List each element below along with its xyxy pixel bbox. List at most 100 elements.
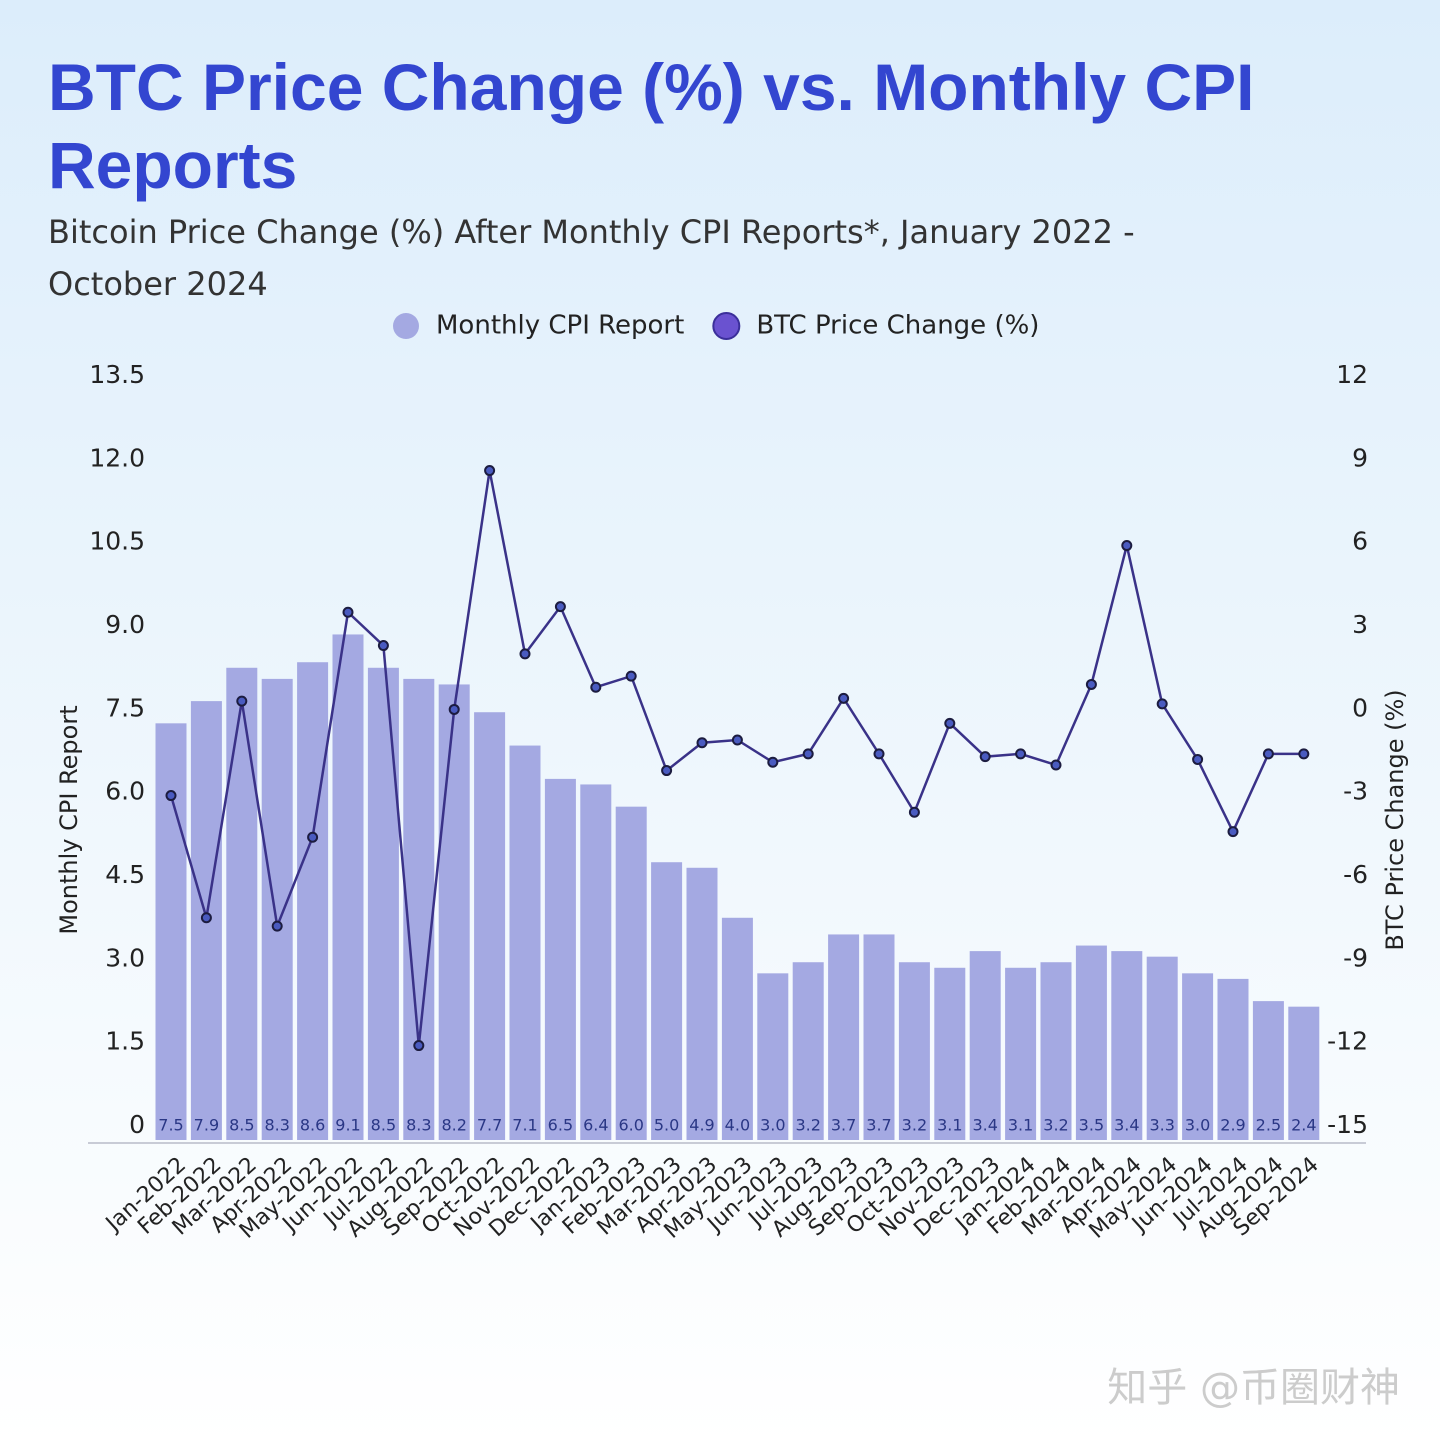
y-tick-label: 13.5 bbox=[89, 360, 145, 389]
y2-tick-label: -6 bbox=[1343, 860, 1368, 889]
bar bbox=[226, 667, 258, 1140]
y-tick-label: 10.5 bbox=[89, 527, 145, 556]
value-label: 7.9 bbox=[194, 1116, 219, 1135]
point bbox=[731, 734, 743, 746]
point bbox=[1262, 748, 1274, 760]
value-label: 3.0 bbox=[1185, 1116, 1210, 1135]
value-label: 9.1 bbox=[335, 1116, 360, 1135]
value-label: 3.7 bbox=[866, 1116, 891, 1135]
value-label: 2.4 bbox=[1291, 1116, 1316, 1135]
y-tick-label: 7.5 bbox=[105, 693, 145, 722]
y-axis-label: Monthly CPI Report bbox=[55, 705, 83, 934]
point bbox=[1298, 748, 1310, 760]
value-label: 3.2 bbox=[795, 1116, 820, 1135]
y-tick-label: 12.0 bbox=[89, 443, 145, 472]
y-tick-label: 4.5 bbox=[105, 860, 145, 889]
value-label: 3.3 bbox=[1149, 1116, 1174, 1135]
value-label: 3.1 bbox=[1008, 1116, 1033, 1135]
point bbox=[342, 606, 354, 618]
bar bbox=[403, 678, 435, 1140]
value-label: 3.2 bbox=[1043, 1116, 1068, 1135]
value-label: 3.5 bbox=[1079, 1116, 1104, 1135]
value-label: 2.5 bbox=[1256, 1116, 1281, 1135]
value-label: 3.7 bbox=[831, 1116, 856, 1135]
bar bbox=[651, 862, 683, 1140]
watermark: 知乎 @币圈财神 bbox=[1107, 1365, 1400, 1411]
value-label: 8.5 bbox=[371, 1116, 396, 1135]
bar bbox=[474, 712, 506, 1140]
bar bbox=[1252, 1001, 1284, 1140]
bar bbox=[792, 962, 824, 1140]
value-label: 2.9 bbox=[1220, 1116, 1245, 1135]
bar bbox=[863, 934, 895, 1140]
point bbox=[448, 703, 460, 715]
point bbox=[908, 806, 920, 818]
y-tick-label: 6.0 bbox=[105, 777, 145, 806]
y-tick-label: 9.0 bbox=[105, 610, 145, 639]
value-label: 3.0 bbox=[760, 1116, 785, 1135]
bar bbox=[438, 684, 470, 1140]
legend-label: BTC Price Change (%) bbox=[756, 311, 1039, 341]
value-label: 8.3 bbox=[406, 1116, 431, 1135]
y2-tick-label: -12 bbox=[1327, 1027, 1368, 1056]
point bbox=[979, 751, 991, 763]
bar bbox=[509, 745, 541, 1140]
bar bbox=[969, 951, 1001, 1140]
value-label: 3.4 bbox=[972, 1116, 997, 1135]
value-label: 8.5 bbox=[229, 1116, 254, 1135]
point bbox=[1192, 753, 1204, 765]
point bbox=[944, 717, 956, 729]
bar bbox=[721, 917, 753, 1140]
point bbox=[413, 1040, 425, 1052]
point bbox=[838, 692, 850, 704]
value-label: 8.2 bbox=[441, 1116, 466, 1135]
value-label: 8.6 bbox=[300, 1116, 325, 1135]
bar bbox=[1182, 973, 1214, 1140]
y2-tick-label: 3 bbox=[1352, 610, 1368, 639]
value-label: 6.5 bbox=[548, 1116, 573, 1135]
point bbox=[590, 681, 602, 693]
bar bbox=[934, 967, 966, 1140]
chart-subtitle: Bitcoin Price Change (%) After Monthly C… bbox=[48, 213, 1135, 303]
value-label: 4.0 bbox=[725, 1116, 750, 1135]
bar bbox=[1111, 951, 1143, 1140]
value-label: 4.9 bbox=[689, 1116, 714, 1135]
y-tick-label: 1.5 bbox=[105, 1027, 145, 1056]
bar bbox=[615, 806, 647, 1140]
value-label: 6.0 bbox=[618, 1116, 643, 1135]
value-label: 6.4 bbox=[583, 1116, 608, 1135]
point bbox=[696, 737, 708, 749]
bar bbox=[1040, 962, 1072, 1140]
bar bbox=[1146, 956, 1178, 1140]
point bbox=[1227, 826, 1239, 838]
value-label: 5.0 bbox=[654, 1116, 679, 1135]
y2-tick-label: 0 bbox=[1352, 693, 1368, 722]
point bbox=[307, 831, 319, 843]
value-label: 3.4 bbox=[1114, 1116, 1139, 1135]
legend-label: Monthly CPI Report bbox=[436, 311, 684, 341]
bar bbox=[828, 934, 860, 1140]
bar bbox=[1217, 978, 1249, 1140]
point bbox=[1156, 698, 1168, 710]
legend-marker bbox=[712, 312, 741, 340]
y2-tick-label: -15 bbox=[1327, 1110, 1368, 1139]
bar bbox=[1075, 945, 1107, 1140]
bar bbox=[757, 973, 789, 1140]
y2-tick-label: 6 bbox=[1352, 527, 1368, 556]
y-tick-label: 0 bbox=[129, 1110, 145, 1139]
point bbox=[484, 465, 496, 477]
y2-tick-label: 9 bbox=[1352, 443, 1368, 472]
point bbox=[165, 790, 177, 802]
value-label: 8.3 bbox=[264, 1116, 289, 1135]
point bbox=[1121, 540, 1133, 552]
bar bbox=[367, 667, 399, 1140]
point bbox=[1015, 748, 1027, 760]
point bbox=[236, 695, 248, 707]
bar bbox=[332, 634, 364, 1140]
y2-tick-label: -3 bbox=[1343, 777, 1368, 806]
y2-tick-label: 12 bbox=[1336, 360, 1368, 389]
value-label: 3.2 bbox=[902, 1116, 927, 1135]
point bbox=[661, 765, 673, 777]
point bbox=[625, 670, 637, 682]
